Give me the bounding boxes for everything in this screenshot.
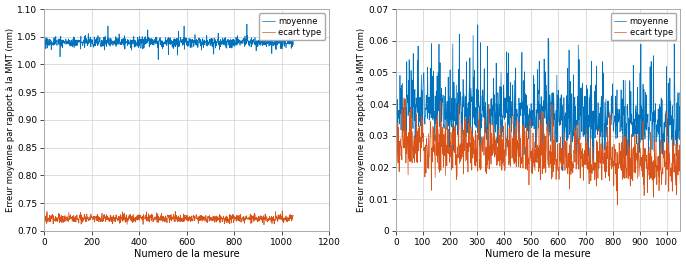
- ecart type: [209, 215, 217, 218]
- moyenne: [243, 23, 251, 26]
- moyenne: [443, 120, 451, 123]
- Y-axis label: Erreur moyenne par rapport à la MMT (mm): Erreur moyenne par rapport à la MMT (mm): [5, 28, 14, 212]
- ecart type: [260, 223, 268, 226]
- moyenne: [71, 44, 79, 47]
- moyenne: [244, 43, 252, 47]
- moyenne: [676, 100, 685, 103]
- ecart type: [259, 216, 267, 219]
- X-axis label: Numero de la mesure: Numero de la mesure: [486, 249, 591, 259]
- ecart type: [444, 121, 452, 124]
- X-axis label: Numero de la mesure: Numero de la mesure: [134, 249, 239, 259]
- moyenne: [209, 41, 217, 44]
- moyenne: [85, 41, 93, 44]
- moyenne: [571, 130, 580, 133]
- ecart type: [642, 159, 650, 162]
- Line: moyenne: moyenne: [397, 25, 681, 171]
- moyenne: [585, 113, 593, 117]
- ecart type: [613, 203, 622, 206]
- moyenne: [154, 58, 163, 61]
- moyenne: [198, 48, 206, 52]
- ecart type: [197, 215, 205, 219]
- ecart type: [400, 96, 408, 100]
- Line: ecart type: ecart type: [45, 211, 294, 225]
- Y-axis label: Erreur moyenne par rapport à la MMT (mm): Erreur moyenne par rapport à la MMT (mm): [357, 28, 366, 212]
- Line: ecart type: ecart type: [397, 98, 681, 205]
- moyenne: [392, 88, 401, 91]
- moyenne: [642, 127, 650, 130]
- ecart type: [85, 218, 93, 221]
- moyenne: [289, 43, 298, 46]
- Line: moyenne: moyenne: [45, 24, 294, 60]
- ecart type: [585, 182, 593, 186]
- ecart type: [571, 132, 580, 136]
- ecart type: [289, 214, 298, 217]
- Legend: moyenne, ecart type: moyenne, ecart type: [611, 13, 676, 40]
- ecart type: [392, 136, 401, 139]
- ecart type: [427, 159, 435, 162]
- moyenne: [259, 37, 268, 40]
- moyenne: [473, 23, 482, 27]
- ecart type: [71, 220, 79, 223]
- Legend: moyenne, ecart type: moyenne, ecart type: [259, 13, 324, 40]
- ecart type: [278, 209, 286, 213]
- moyenne: [558, 169, 567, 172]
- ecart type: [676, 182, 685, 186]
- moyenne: [625, 119, 633, 122]
- ecart type: [40, 215, 49, 218]
- moyenne: [40, 36, 49, 39]
- moyenne: [427, 99, 435, 102]
- ecart type: [244, 218, 252, 221]
- ecart type: [625, 152, 633, 155]
